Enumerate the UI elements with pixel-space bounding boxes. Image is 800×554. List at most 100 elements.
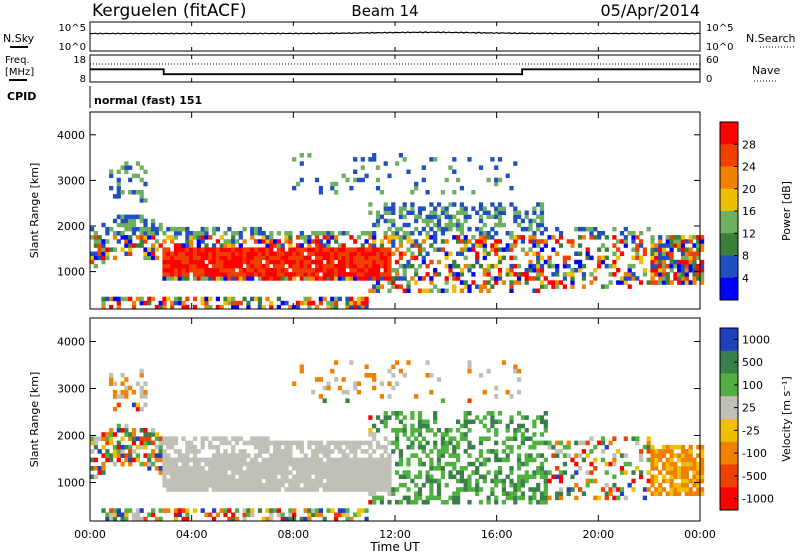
heatmap-cell [642,268,647,273]
heatmap-cell [322,235,327,240]
heatmap-cell [318,185,323,191]
heatmap-cell [360,449,365,454]
heatmap-cell [600,449,606,454]
heatmap-cell [200,259,205,265]
heatmap-cell [616,268,621,273]
heatmap-cell [654,449,659,454]
heatmap-cell [372,482,377,488]
heatmap-cell [238,235,243,240]
heatmap-cell [204,235,209,240]
heatmap-cell [234,239,240,244]
heatmap-cell [360,251,365,256]
heatmap-cell [177,226,182,232]
heatmap-cell [578,263,583,269]
heatmap-cell [368,243,373,248]
heatmap-cell [421,423,426,429]
heatmap-cell [593,466,598,471]
heatmap-cell [364,263,369,269]
heatmap-cell [192,470,198,475]
heatmap-cell [406,169,411,174]
heatmap-cell [490,202,495,207]
heatmap-cell [116,449,121,454]
heatmap-cell [532,288,537,293]
heatmap-cell [490,284,495,289]
heatmap-cell [337,259,342,265]
heatmap-cell [231,263,236,269]
heatmap-cell [181,508,186,513]
heatmap-cell [398,255,403,261]
heatmap-cell [452,461,457,467]
heatmap-cell [444,444,449,450]
heatmap-cell [101,243,106,248]
heatmap-cell [261,470,266,475]
heatmap-cell [410,440,415,446]
noise-panel-frame [89,21,701,52]
heatmap-cell [555,284,560,289]
heatmap-cell [250,259,255,265]
heatmap-cell [372,449,377,454]
heatmap-cell [673,466,678,471]
heatmap-cell [654,259,659,265]
heatmap-cell [429,428,434,433]
cpid-label: CPID [7,90,36,103]
heatmap-cell [406,470,411,475]
heatmap-cell [509,419,514,425]
heatmap-cell [196,276,201,281]
heatmap-cell [429,210,434,215]
heatmap-cell [646,280,651,285]
heatmap-cell [600,255,606,261]
heatmap-cell [257,304,262,310]
heatmap-cell [250,461,255,467]
heatmap-cell [402,474,407,480]
heatmap-cell [288,251,293,256]
heatmap-cell [692,272,697,277]
heatmap-cell [231,466,236,471]
heatmap-cell [223,255,228,261]
heatmap-cell [509,202,514,207]
heatmap-cell [173,226,179,232]
heatmap-cell [372,495,377,501]
heatmap-cell [128,453,133,458]
heatmap-cell [578,243,583,248]
heatmap-cell [684,268,689,273]
heatmap-cell [227,487,232,492]
heatmap-cell [478,235,484,240]
heatmap-cell [536,226,541,232]
heatmap-cell [112,508,118,513]
heatmap-cell [646,478,651,484]
heatmap-cell [696,470,701,475]
heatmap-cell [109,185,114,191]
heatmap-cell [151,440,156,446]
heatmap-cell [173,296,179,302]
heatmap-cell [600,259,606,265]
heatmap-cell [467,482,472,488]
heatmap-cell [391,235,396,240]
heatmap-cell [269,231,274,236]
heatmap-cell [204,226,209,232]
heatmap-cell [276,296,281,302]
heatmap-cell [356,177,362,183]
heatmap-cell [517,368,522,374]
heatmap-cell [391,231,396,236]
heatmap-cell [364,251,369,256]
heatmap-cell [303,239,308,244]
heatmap-cell [661,478,667,484]
heatmap-cell [139,436,144,441]
heatmap-cell [410,239,415,244]
heatmap-cell [368,478,373,484]
heatmap-cell [250,235,255,240]
heatmap-cell [284,487,289,492]
heatmap-cell [269,259,274,265]
heatmap-cell [623,461,628,467]
heatmap-cell [532,474,537,480]
heatmap-cell [700,449,705,454]
heatmap-cell [280,474,285,480]
heatmap-cell [387,482,392,488]
heatmap-cell [440,449,445,454]
heatmap-cell [139,194,144,199]
heatmap-cell [669,263,674,269]
heatmap-cell [299,474,304,480]
heatmap-cell [539,432,545,437]
noise-sky-swatch [10,46,28,48]
heatmap-cell [299,466,304,471]
